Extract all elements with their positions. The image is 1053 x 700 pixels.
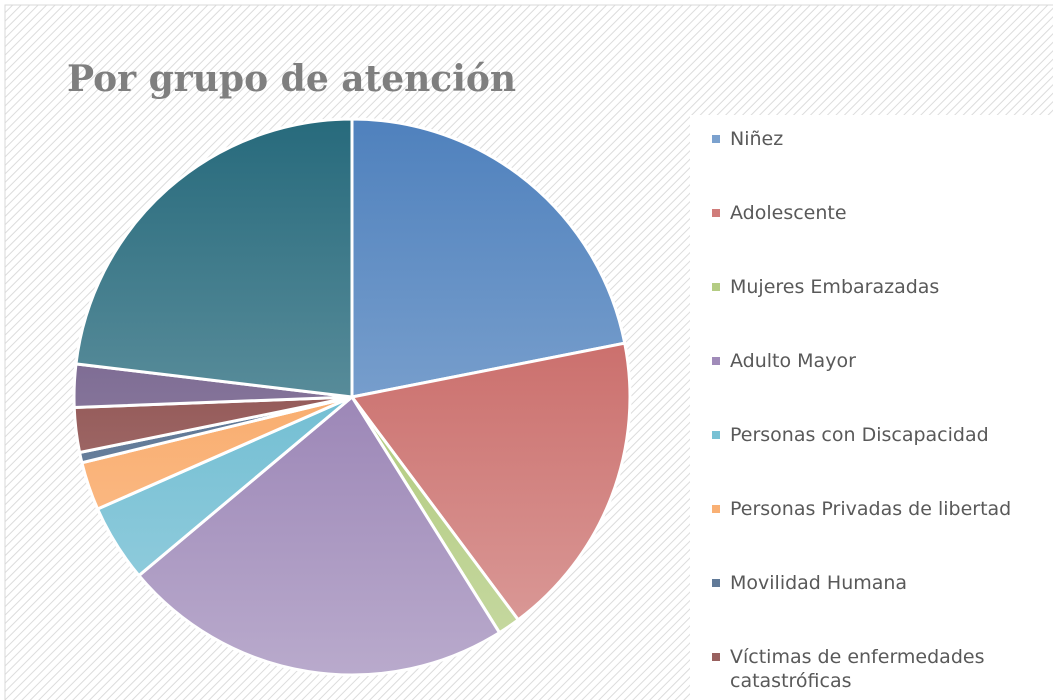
legend-label: Personas Privadas de libertad: [730, 498, 1012, 520]
legend-label: Adulto Mayor: [730, 350, 856, 372]
legend-label: Personas con Discapacidad: [730, 424, 989, 446]
legend-swatch: [712, 653, 720, 661]
legend: Niñez Adolescente Mujeres Embarazadas Adult…: [690, 115, 1053, 700]
legend-swatch: [712, 357, 720, 365]
legend-label: Niñez: [730, 128, 784, 150]
legend-label: Adolescente: [730, 202, 847, 224]
pie-slice: [136, 394, 502, 677]
chart-title: Por grupo de atención: [67, 58, 516, 100]
legend-swatch: [712, 579, 720, 587]
pie-slice: [74, 117, 354, 399]
legend-label: Víctimas de enfermedades catastróficas: [730, 646, 985, 692]
pie-slice: [349, 341, 632, 622]
legend-swatch: [712, 505, 720, 513]
legend-swatch: [712, 283, 720, 291]
legend-swatch: [712, 135, 720, 143]
legend-swatch: [712, 431, 720, 439]
legend-label: Movilidad Humana: [730, 572, 908, 594]
legend-swatch: [712, 209, 720, 217]
legend-label: Mujeres Embarazadas: [730, 276, 940, 298]
pie-slice: [350, 117, 627, 399]
